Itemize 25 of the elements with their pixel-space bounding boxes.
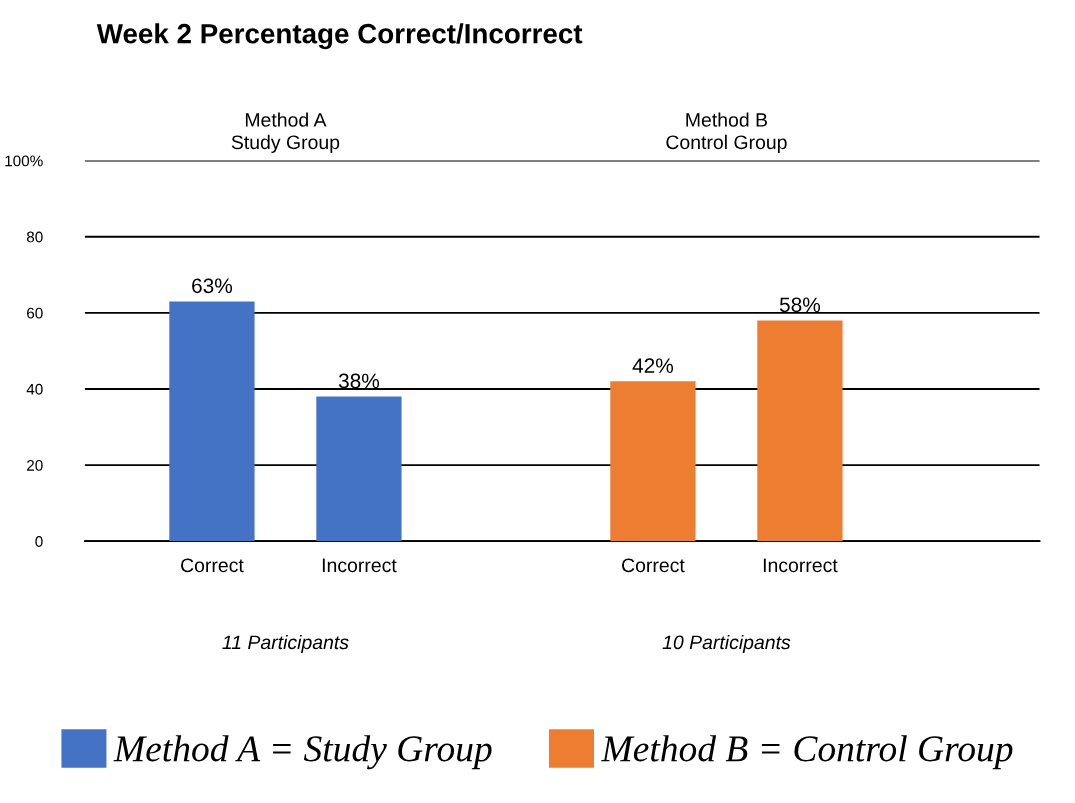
x-tick-label: Incorrect (763, 558, 838, 573)
x-tick-label: Correct (181, 558, 244, 573)
y-tick-label: 100% (5, 155, 43, 167)
bar (169, 301, 255, 542)
y-tick-label: 60 (27, 307, 43, 319)
text: Method B Control Group (666, 112, 787, 153)
text: Method A Study Group (231, 112, 340, 153)
bar (757, 320, 843, 542)
data-label: 42% (632, 358, 674, 373)
legend-label: Method A = Study Group (113, 735, 492, 770)
chart-title: Week 2 Percentage Correct/Incorrect (96, 23, 583, 50)
text: 11 Participants (222, 634, 349, 654)
data-label: 63% (192, 278, 233, 294)
x-tick-label: Correct (622, 558, 685, 573)
y-tick-label: 20 (27, 459, 43, 471)
bar (316, 396, 402, 542)
data-label: 58% (779, 297, 821, 313)
bar (610, 381, 696, 542)
y-tick-label: 40 (26, 383, 43, 395)
data-label: 38% (338, 373, 380, 389)
y-tick-label: 80 (26, 231, 43, 243)
legend-label: Method B = Control Group (601, 735, 1013, 770)
y-tick-label: 0 (35, 536, 43, 547)
x-tick-label: Incorrect (322, 558, 397, 573)
text: 10 Participants (662, 634, 791, 654)
